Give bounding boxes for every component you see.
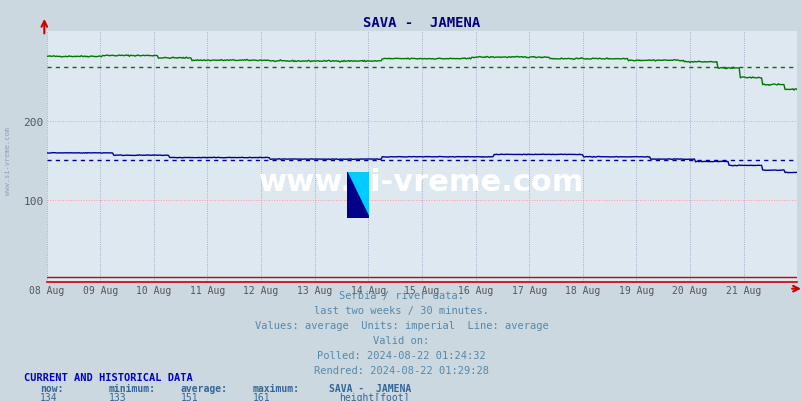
Polygon shape — [346, 172, 369, 219]
Text: 237.0: 237.0 — [108, 400, 138, 401]
Text: Valid on:: Valid on: — [373, 335, 429, 345]
Text: minimum:: minimum: — [108, 383, 156, 393]
Text: maximum:: maximum: — [253, 383, 300, 393]
Text: 239.0: 239.0 — [40, 400, 70, 401]
Text: 133: 133 — [108, 392, 126, 401]
Text: Polled: 2024-08-22 01:24:32: Polled: 2024-08-22 01:24:32 — [317, 350, 485, 360]
Text: 269.0: 269.0 — [180, 400, 210, 401]
Text: 151: 151 — [180, 392, 198, 401]
Text: Rendred: 2024-08-22 01:29:28: Rendred: 2024-08-22 01:29:28 — [314, 365, 488, 375]
Text: Values: average  Units: imperial  Line: average: Values: average Units: imperial Line: av… — [254, 320, 548, 330]
Text: height[foot]: height[foot] — [338, 392, 409, 401]
Text: last two weeks / 30 minutes.: last two weeks / 30 minutes. — [314, 306, 488, 316]
Text: SAVA -  JAMENA: SAVA - JAMENA — [329, 383, 411, 393]
Text: www.si-vreme.com: www.si-vreme.com — [5, 126, 11, 194]
Text: Serbia / river data.: Serbia / river data. — [338, 291, 464, 301]
Text: average:: average: — [180, 383, 228, 393]
Text: 134: 134 — [40, 392, 58, 401]
Text: CURRENT AND HISTORICAL DATA: CURRENT AND HISTORICAL DATA — [24, 372, 192, 382]
Text: now:: now: — [40, 383, 63, 393]
Polygon shape — [346, 172, 369, 219]
Text: 161: 161 — [253, 392, 270, 401]
Title: SAVA -  JAMENA: SAVA - JAMENA — [363, 16, 480, 30]
Text: 287.0: 287.0 — [253, 400, 282, 401]
Text: www.si-vreme.com: www.si-vreme.com — [259, 168, 584, 197]
